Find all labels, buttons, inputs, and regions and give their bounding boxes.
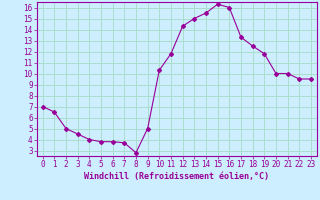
X-axis label: Windchill (Refroidissement éolien,°C): Windchill (Refroidissement éolien,°C): [84, 172, 269, 181]
